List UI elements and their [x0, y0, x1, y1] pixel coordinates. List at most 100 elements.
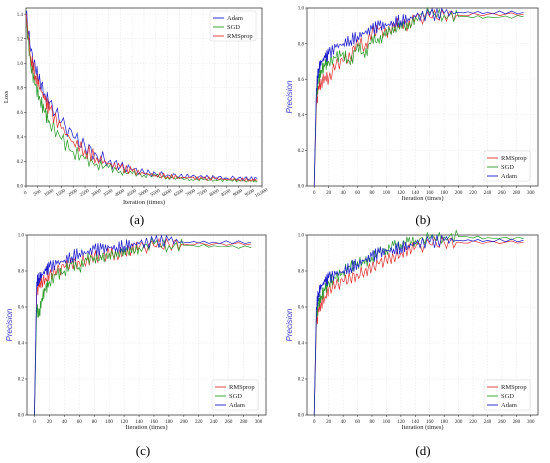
x-tick-label: 6000	[162, 189, 174, 199]
x-tick-label: 200	[180, 420, 188, 425]
legend-box	[211, 379, 259, 411]
x-tick-label: 80	[369, 420, 375, 425]
y-tick-label: 0.4	[18, 342, 25, 347]
x-axis-label: Iteration (times)	[123, 199, 165, 206]
x-tick-label: 260	[498, 420, 506, 425]
x-tick-label: 100	[105, 420, 113, 425]
series-line-sgd	[34, 237, 252, 416]
x-tick-label: 8500	[221, 189, 233, 199]
y-tick-label: 0.6	[298, 306, 305, 311]
x-tick-label: 9500	[244, 189, 256, 199]
series-line-adam	[313, 7, 524, 187]
x-tick-label: 7500	[197, 189, 209, 199]
legend-label-rmsprop: RMSprop	[501, 155, 527, 162]
x-tick-label: 160	[150, 420, 158, 425]
x-tick-label: 180	[440, 191, 448, 196]
chart-panel-b: 0 20 40 60 80 100 120 140 160 180 200 220 240 260 280 3…	[285, 6, 539, 227]
plot-frame	[306, 234, 539, 416]
series-line-rmsprop	[313, 8, 524, 187]
x-tick-label: 2500	[79, 189, 91, 199]
x-tick-label: 180	[440, 420, 448, 425]
y-axis-label: Precision	[5, 308, 14, 341]
x-tick-label: 60	[355, 420, 361, 425]
x-tick-label: 140	[412, 191, 420, 196]
y-tick-label: 0.2	[17, 160, 24, 165]
legend-label-sgd: SGD	[227, 24, 240, 31]
y-tick-label: 0.0	[18, 414, 25, 419]
x-tick-label: 8000	[209, 189, 221, 199]
x-tick-label: 180	[165, 420, 173, 425]
x-tick-label: 6500	[174, 189, 186, 199]
x-tick-label: 5500	[150, 189, 162, 199]
y-tick-label: 0.6	[18, 306, 25, 311]
y-tick-label: 1.0	[18, 234, 25, 239]
y-tick-label: 1.2	[17, 37, 24, 42]
legend-label-rmsprop: RMSprop	[501, 384, 527, 391]
series-line-rmsprop	[25, 14, 258, 182]
series-line-rmsprop	[313, 235, 524, 416]
series-line-adam	[34, 234, 252, 416]
y-tick-label: 1.0	[17, 62, 24, 67]
y-tick-label: 0.8	[298, 270, 305, 275]
x-tick-label: 9000	[233, 189, 245, 199]
x-tick-label: 0	[23, 191, 28, 197]
x-tick-label: 40	[341, 420, 347, 425]
y-tick-label: 1.0	[298, 7, 305, 12]
x-tick-label: 4500	[126, 189, 138, 199]
x-tick-label: 100	[383, 191, 391, 196]
x-tick-label: 20	[47, 420, 53, 425]
legend-label-rmsprop: RMSprop	[229, 384, 255, 391]
x-tick-label: 0	[33, 420, 36, 425]
x-tick-label: 240	[484, 191, 492, 196]
x-tick-label: 20	[326, 191, 332, 196]
x-tick-label: 140	[412, 420, 420, 425]
series-line-adam	[25, 10, 258, 181]
y-tick-label: 0.0	[298, 414, 305, 419]
x-tick-label: 300	[527, 420, 535, 425]
plot-frame	[306, 7, 539, 187]
series-line-sgd	[25, 16, 258, 183]
y-axis-label: Loss	[3, 90, 10, 103]
x-tick-label: 80	[92, 420, 98, 425]
y-tick-label: 0.2	[298, 378, 305, 383]
legend-label-sgd: SGD	[229, 393, 242, 400]
x-tick-label: 220	[469, 191, 477, 196]
panel-caption: (c)	[136, 443, 150, 458]
x-tick-label: 0	[313, 191, 316, 196]
y-tick-label: 0.0	[298, 185, 305, 190]
x-tick-label: 3500	[103, 189, 115, 199]
x-tick-label: 4000	[115, 189, 127, 199]
legend-box	[483, 379, 531, 411]
x-tick-label: 60	[355, 191, 361, 196]
x-tick-label: 1500	[56, 189, 68, 199]
y-tick-label: 0.8	[298, 42, 305, 47]
x-tick-label: 40	[62, 420, 68, 425]
x-tick-label: 100	[383, 420, 391, 425]
x-axis-label: Iteration (times)	[125, 424, 167, 431]
panel-caption: (d)	[415, 443, 430, 458]
x-tick-label: 220	[469, 420, 477, 425]
x-tick-label: 240	[484, 420, 492, 425]
x-tick-label: 7000	[185, 189, 197, 199]
x-tick-label: 2000	[67, 189, 79, 199]
legend-label-adam: Adam	[229, 402, 245, 409]
y-tick-label: 0.2	[18, 378, 25, 383]
y-tick-label: 0.6	[298, 78, 305, 83]
x-tick-label: 300	[527, 191, 535, 196]
chart-panel-c: 0 20 40 60 80 100 120 140 160 180 200 220 240 260 280 3…	[5, 234, 267, 458]
chart-panel-d: 0 20 40 60 80 100 120 140 160 180 200 220 240 260 280 3…	[285, 229, 539, 458]
plot-frame	[26, 234, 267, 416]
legend-box	[209, 10, 257, 42]
y-tick-label: 0.4	[17, 136, 24, 141]
x-tick-label: 200	[455, 420, 463, 425]
x-tick-label: 10,000	[255, 188, 270, 199]
legend-box	[483, 150, 531, 182]
x-tick-label: 20	[326, 420, 332, 425]
legend-label-adam: Adam	[501, 402, 517, 409]
legend-label-adam: Adam	[227, 15, 243, 22]
y-tick-label: 0.0	[17, 185, 24, 190]
y-tick-label: 1.4	[17, 13, 24, 18]
series-line-sgd	[313, 6, 524, 187]
legend-label-rmsprop: RMSprop	[227, 33, 253, 40]
